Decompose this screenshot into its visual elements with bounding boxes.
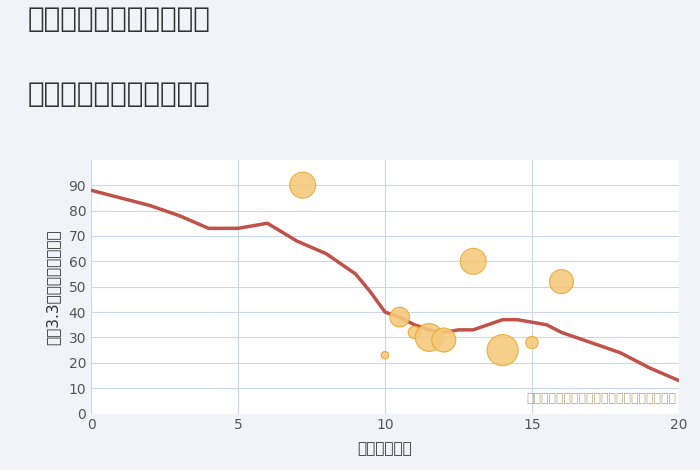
Point xyxy=(394,313,405,321)
Point xyxy=(526,339,538,346)
Point xyxy=(424,334,435,341)
Text: 三重県津市久居烏木町の: 三重県津市久居烏木町の xyxy=(28,5,211,33)
Point xyxy=(438,336,449,344)
Point xyxy=(497,346,508,354)
Point xyxy=(297,181,308,189)
Point xyxy=(556,278,567,285)
Y-axis label: 坪（3.3㎡）単価（万円）: 坪（3.3㎡）単価（万円） xyxy=(46,229,60,345)
Point xyxy=(379,352,391,359)
Text: 円の大きさは、取引のあった物件面積を示す: 円の大きさは、取引のあった物件面積を示す xyxy=(526,392,676,405)
Text: 駅距離別中古戸建て価格: 駅距離別中古戸建て価格 xyxy=(28,80,211,108)
X-axis label: 駅距離（分）: 駅距離（分） xyxy=(358,441,412,456)
Point xyxy=(409,329,420,336)
Point xyxy=(468,258,479,265)
